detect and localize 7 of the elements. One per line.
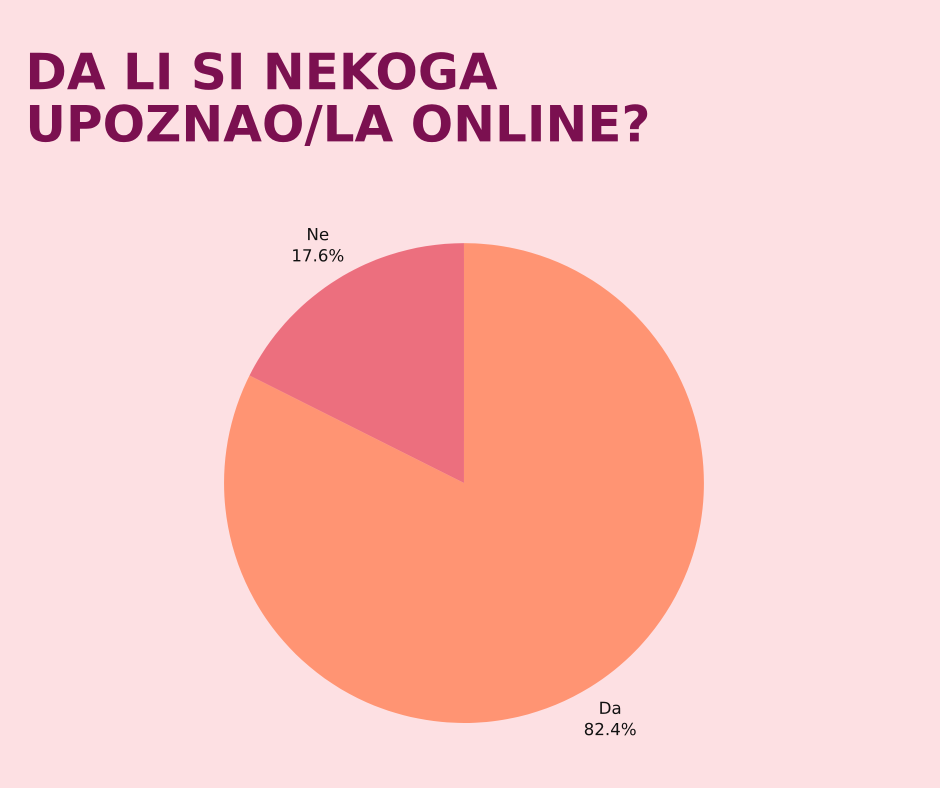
data-label: 17.6% [293,249,344,262]
chart-title: DA LI SI NEKOGA UPOZNAO/LA ONLINE? [30,52,648,146]
slice-label: Da [600,702,620,714]
slice-label: Ne [308,228,328,240]
data-label: 82.4% [584,722,636,736]
pie-slice [250,243,464,484]
pie-slice [224,243,704,723]
